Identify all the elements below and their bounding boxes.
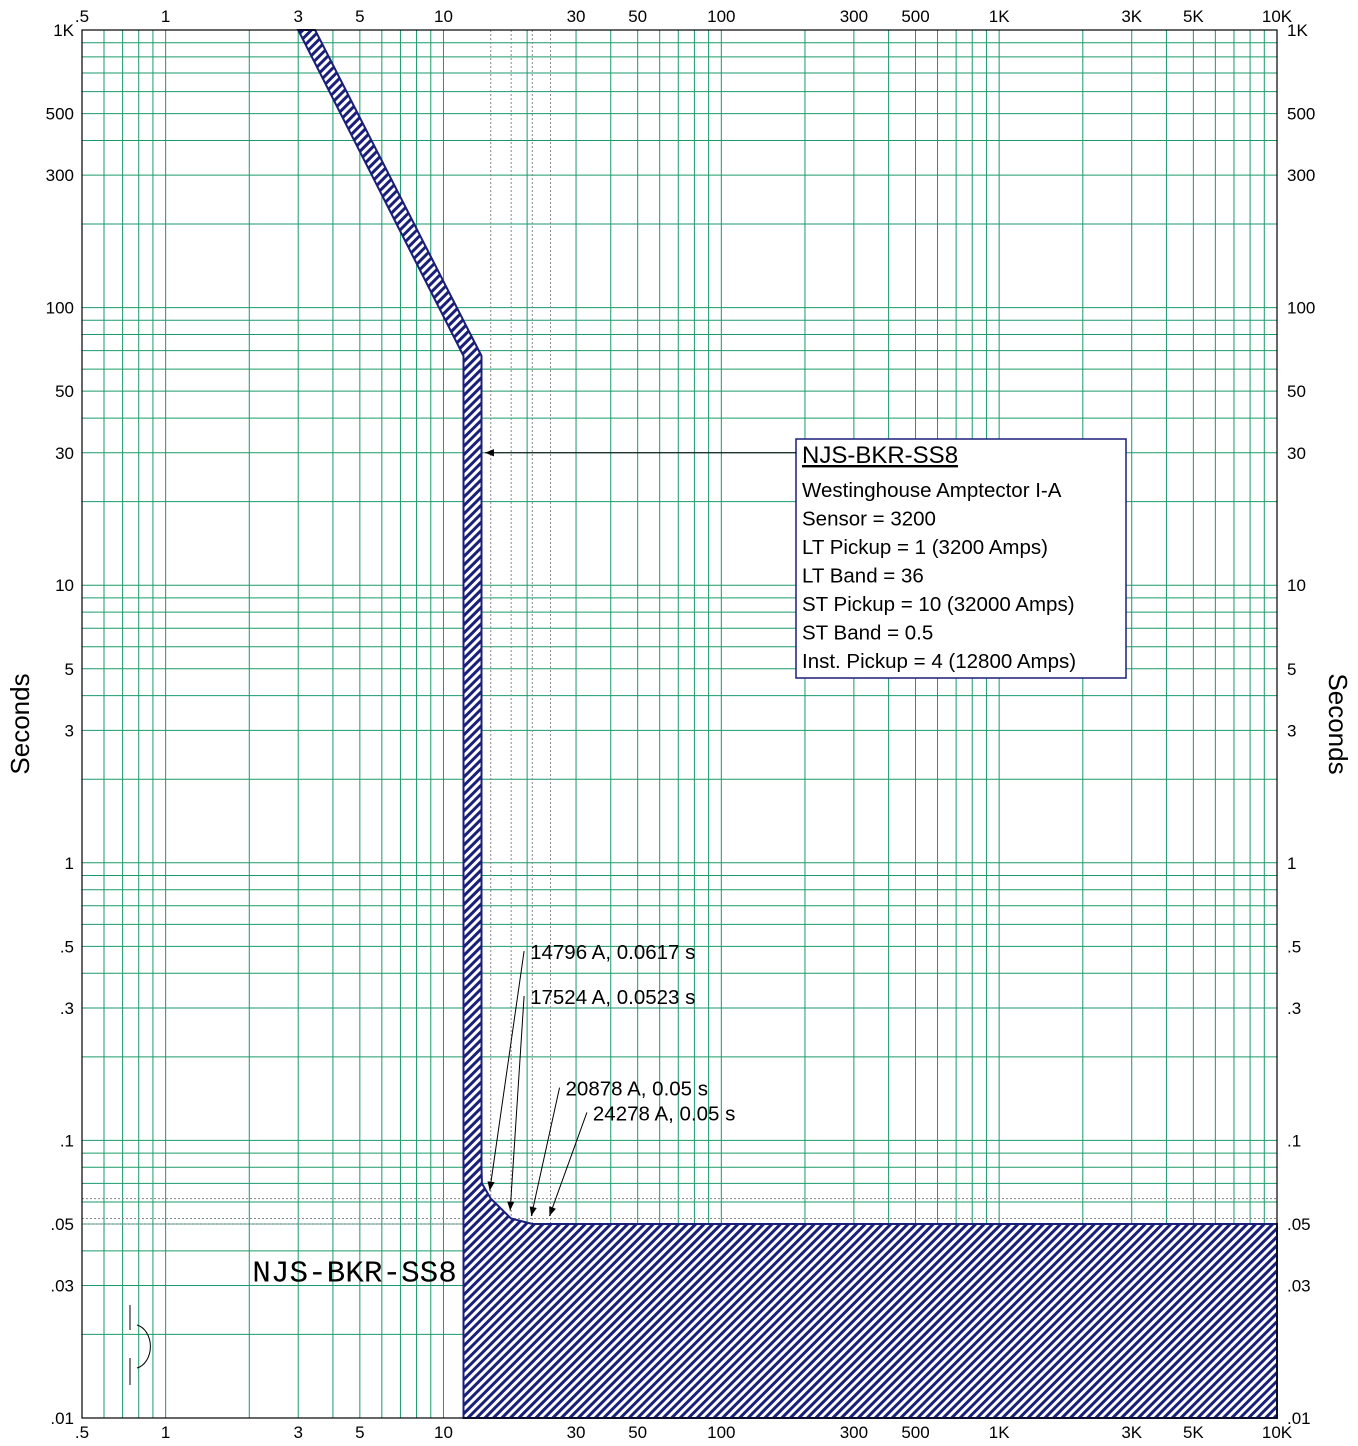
x-tick-labels: .5 .5 1 1 3 3 5 5 10 10 30 30 50 50 100 100 300 300 500 500… [75,7,1293,1442]
annotation-text: 24278 A, 0.05 s [593,1102,735,1125]
x-tick-label-bottom: 3K [1121,1423,1142,1442]
breaker-symbol-icon [129,1305,151,1385]
y-tick-label-left: 50 [55,382,74,401]
y-tick-label-left: 10 [55,576,74,595]
x-tick-label-top: 100 [707,7,735,26]
label-line: LT Pickup = 1 (3200 Amps) [802,536,1048,559]
x-tick-label-bottom: 3 [293,1423,302,1442]
y-tick-label-left: 1 [65,854,74,873]
y-tick-label-right: .3 [1287,999,1301,1018]
x-tick-label-top: 5K [1183,7,1204,26]
y-tick-label-left: .1 [60,1131,74,1150]
x-tick-label-top: 500 [901,7,929,26]
x-tick-label-bottom: 10 [434,1423,453,1442]
y-tick-label-right: 3 [1287,721,1296,740]
y-tick-label-right: 100 [1287,299,1315,318]
y-tick-label-left: .03 [50,1277,74,1296]
label-box-frame [795,438,1127,679]
x-tick-label-bottom: 30 [567,1423,586,1442]
annotation-text: 14796 A, 0.0617 s [530,941,695,964]
label-line: LT Band = 36 [802,565,924,588]
x-tick-label-bottom: 10K [1262,1423,1293,1442]
annotation-pointer [507,995,525,1211]
y-tick-label-right: 30 [1287,444,1306,463]
annotation-text: 17524 A, 0.0523 s [530,986,695,1009]
y-tick-labels: 1K 1K 500 500 300 300 100 100 50 50 30 30 10 10 5 5 3 3 1 1… [46,21,1316,1428]
y-tick-label-left: .05 [50,1215,74,1234]
label-title: NJS-BKR-SS8 [802,442,958,469]
device-tag-label: NJS-BKR-SS8 [252,1257,457,1292]
y-tick-label-right: .01 [1287,1409,1311,1428]
y-tick-label-left: 500 [46,105,74,124]
x-tick-label-bottom: 100 [707,1423,735,1442]
y-tick-label-left: .01 [50,1409,74,1428]
y-tick-label-right: .03 [1287,1277,1311,1296]
x-tick-label-bottom: 1 [161,1423,170,1442]
x-tick-label-top: 1 [161,7,170,26]
y-axis-label-right: Seconds [1323,673,1353,774]
annotation-pointer [529,1087,561,1217]
x-tick-label-top: 30 [567,7,586,26]
y-tick-label-right: 500 [1287,105,1315,124]
y-tick-label-left: 1K [53,21,74,40]
label-line: Westinghouse Amptector I-A [802,479,1062,502]
y-tick-label-left: 3 [65,721,74,740]
x-tick-label-bottom: 50 [628,1423,647,1442]
x-tick-label-bottom: .5 [75,1423,89,1442]
label-line: Sensor = 3200 [802,508,936,531]
y-tick-label-left: 100 [46,299,74,318]
annotation-pointer [487,950,525,1191]
point-annotations: 14796 A, 0.0617 s 17524 A, 0.0523 s 20878 … [487,941,735,1217]
y-tick-label-right: 1K [1287,21,1308,40]
y-tick-label-right: 300 [1287,166,1315,185]
x-tick-label-top: 10K [1262,7,1293,26]
y-tick-label-left: .5 [60,937,74,956]
y-tick-label-left: 5 [65,660,74,679]
y-tick-label-right: 10 [1287,576,1306,595]
x-tick-label-bottom: 300 [840,1423,868,1442]
plot-background [82,30,1277,1418]
y-tick-label-right: 5 [1287,660,1296,679]
curve-band [296,29,1278,1419]
y-tick-label-right: .5 [1287,937,1301,956]
y-axis-label-left: Seconds [5,673,35,774]
x-tick-label-top: 1K [989,7,1010,26]
x-tick-label-top: 3 [293,7,302,26]
x-tick-label-top: 3K [1121,7,1142,26]
label-line: Inst. Pickup = 4 (12800 Amps) [802,650,1076,673]
series-band-njs-bkr-ss8 [296,29,1278,1419]
y-tick-label-right: 1 [1287,854,1296,873]
y-tick-label-left: .3 [60,999,74,1018]
plot-frame [81,29,1278,1419]
device-label-box: NJS-BKR-SS8 Westinghouse Amptector I-A Sen… [484,438,1127,679]
annotation-pointer [549,1112,588,1217]
x-tick-label-top: .5 [75,7,89,26]
x-tick-label-top: 10 [434,7,453,26]
x-tick-label-bottom: 5 [355,1423,364,1442]
y-tick-label-left: 30 [55,444,74,463]
label-line: ST Pickup = 10 (32000 Amps) [802,593,1075,616]
annotation-text: 20878 A, 0.05 s [566,1078,708,1101]
y-tick-label-right: .1 [1287,1131,1301,1150]
x-tick-label-top: 300 [840,7,868,26]
label-line: ST Band = 0.5 [802,622,933,645]
y-tick-label-right: .05 [1287,1215,1311,1234]
x-tick-label-top: 5 [355,7,364,26]
x-tick-label-top: 50 [628,7,647,26]
x-tick-label-bottom: 500 [901,1423,929,1442]
y-tick-label-left: 300 [46,166,74,185]
x-tick-label-bottom: 1K [989,1423,1010,1442]
y-tick-label-right: 50 [1287,382,1306,401]
x-tick-label-bottom: 5K [1183,1423,1204,1442]
